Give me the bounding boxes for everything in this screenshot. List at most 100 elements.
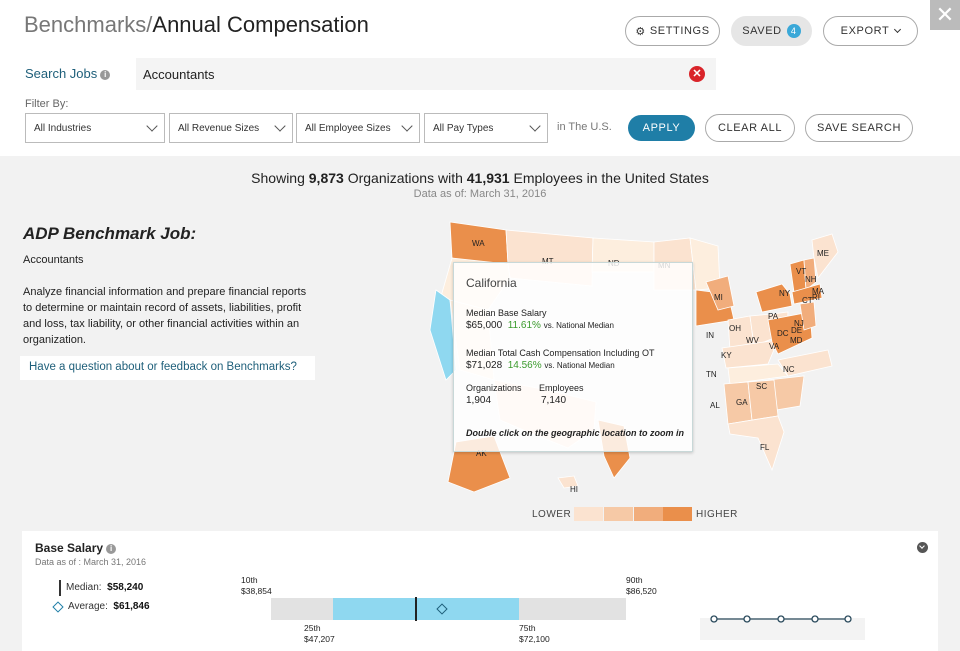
revenue-select[interactable]: All Revenue Sizes (169, 113, 293, 143)
title-text: Annual Compensation (152, 12, 369, 37)
clear-all-button[interactable]: CLEAR ALL (705, 114, 795, 142)
industry-select[interactable]: All Industries (25, 113, 165, 143)
median-value: $58,240 (107, 582, 144, 593)
state-label: MA (812, 287, 825, 296)
state-label: DE (791, 326, 802, 335)
p10-value: $38,854 (241, 586, 272, 596)
settings-button[interactable]: ⚙ SETTINGS (625, 16, 720, 46)
sparkline-point (743, 615, 751, 623)
p75-value: $72,100 (519, 634, 550, 644)
p25-label: 25th $47,207 (304, 623, 335, 645)
saved-count-badge: 4 (786, 24, 801, 38)
average-stat: Average: $61,846 (68, 601, 150, 612)
clear-search-icon[interactable]: ✕ (689, 66, 705, 82)
tooltip-base-value: $65,000 (466, 320, 503, 331)
average-value: $61,846 (113, 601, 150, 612)
save-search-button[interactable]: SAVE SEARCH (805, 114, 913, 142)
state-label: TN (706, 370, 717, 379)
p75-label: 75th $72,100 (519, 623, 550, 645)
breadcrumb[interactable]: Benchmarks/ (24, 12, 153, 37)
legend-swatch (574, 507, 603, 521)
job-heading: ADP Benchmark Job: (23, 224, 197, 243)
median-line (415, 597, 417, 621)
state-label: PA (768, 312, 779, 321)
pay-type-select[interactable]: All Pay Types (424, 113, 548, 143)
base-salary-title-text: Base Salary (35, 541, 104, 555)
state-label: AK (476, 449, 487, 458)
legend-swatch (604, 507, 633, 521)
median-stat: Median: $58,240 (66, 582, 143, 593)
state-label: VA (769, 342, 780, 351)
employee-count: 41,931 (466, 170, 510, 186)
p25-value: $47,207 (304, 634, 335, 644)
state-label: FL (760, 443, 770, 452)
state-label: MD (790, 336, 803, 345)
p10-label: 10th $38,854 (241, 575, 272, 597)
tooltip-cash-label: Median Total Cash Compensation Including… (466, 348, 655, 358)
employee-size-value: All Employee Sizes (305, 122, 391, 134)
median-marker-icon (59, 580, 61, 596)
close-icon[interactable]: ✕ (930, 0, 960, 30)
tooltip-hint: Double click on the geographic location … (466, 428, 685, 438)
tooltip-emps-label: Employees (539, 383, 584, 393)
p90-label: 90th $86,520 (626, 575, 657, 597)
state-label: GA (736, 398, 748, 407)
state-label: KY (721, 351, 732, 360)
state-label: OH (729, 324, 741, 333)
tooltip-base-pct: 11.61% (507, 320, 541, 331)
p90-value: $86,520 (626, 586, 657, 596)
job-description: Analyze financial information and prepar… (23, 286, 307, 346)
search-input[interactable] (136, 58, 716, 90)
tooltip-base-row: $65,000 11.61% vs. National Median (466, 320, 614, 331)
gear-icon: ⚙ (635, 25, 646, 38)
saved-button[interactable]: SAVED 4 (731, 16, 812, 46)
state-label: SC (756, 382, 767, 391)
base-salary-title: Base Salary i (35, 541, 117, 555)
tooltip-cash-pct: 14.56% (507, 360, 542, 371)
info-icon[interactable]: i (106, 544, 117, 554)
chevron-down-icon (274, 120, 286, 132)
state-label: DC (777, 329, 789, 338)
p75-title: 75th (519, 623, 536, 633)
state-tooltip (453, 262, 693, 452)
sparkline-point (777, 615, 785, 623)
collapse-icon[interactable] (917, 542, 928, 553)
sparkline-point (710, 615, 718, 623)
job-name: Accountants (23, 254, 84, 266)
state-label: WV (746, 336, 760, 345)
export-button[interactable]: EXPORT (823, 16, 918, 46)
state-label: IN (706, 331, 714, 340)
industry-value: All Industries (34, 122, 92, 134)
feedback-link[interactable]: Have a question about or feedback on Ben… (20, 356, 315, 380)
summary-prefix: Showing (251, 170, 309, 186)
tooltip-emps-value: 7,140 (541, 395, 567, 406)
tooltip-state-name: California (466, 276, 517, 290)
state-label: RI (812, 293, 820, 302)
search-jobs-label: Search Jobs i (25, 66, 111, 81)
apply-button[interactable]: APPLY (628, 115, 695, 141)
state-label: NC (783, 365, 795, 374)
state-label: NJ (794, 319, 804, 328)
legend-higher-label: HIGHER (696, 509, 738, 520)
state-label: AL (710, 401, 720, 410)
info-icon[interactable]: i (100, 70, 111, 80)
tooltip-cash-row: $71,028 14.56% vs. National Median (466, 360, 615, 371)
p25-title: 25th (304, 623, 321, 633)
sparkline-point (811, 615, 819, 623)
chevron-down-icon (401, 120, 413, 132)
page-title: Benchmarks/Annual Compensation (24, 12, 369, 38)
median-label: Median: (66, 582, 102, 593)
scope-label: in The U.S. (557, 121, 612, 133)
employee-size-select[interactable]: All Employee Sizes (296, 113, 420, 143)
settings-label: SETTINGS (649, 25, 710, 37)
tooltip-base-label: Median Base Salary (466, 308, 547, 318)
tooltip-orgs-label: Organizations (466, 383, 522, 393)
state-label: MT (542, 257, 554, 266)
chevron-down-icon (894, 25, 902, 34)
salary-iqr-bar (333, 598, 519, 620)
sparkline-point (844, 615, 852, 623)
trend-sparkline (710, 615, 852, 623)
results-summary: Showing 9,873 Organizations with 41,931 … (0, 170, 960, 186)
average-label: Average: (68, 601, 108, 612)
state-label: VT (796, 267, 806, 276)
